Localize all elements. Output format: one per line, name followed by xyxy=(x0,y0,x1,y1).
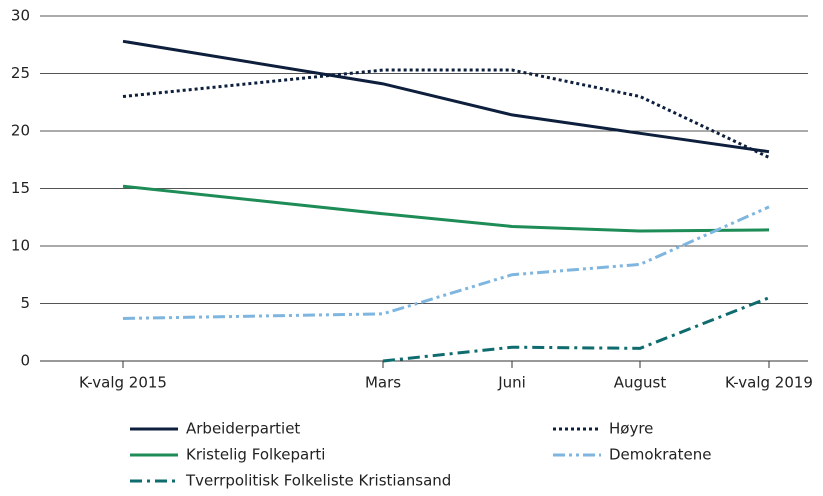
legend-label: Kristelig Folkeparti xyxy=(186,446,325,464)
legend-label: Arbeiderpartiet xyxy=(186,420,300,438)
series-line xyxy=(122,205,770,320)
x-tick-label: K-valg 2015 xyxy=(79,374,167,392)
y-tick-label: 20 xyxy=(11,122,30,140)
y-tick-label: 5 xyxy=(20,294,30,312)
series-line xyxy=(122,39,770,154)
legend-label: Demokratene xyxy=(609,446,711,464)
x-tick-label: K-valg 2019 xyxy=(725,374,813,392)
y-tick-label: 15 xyxy=(11,179,30,197)
series-line xyxy=(382,296,770,363)
y-tick-label: 30 xyxy=(11,7,30,25)
legend-label: Tverrpolitisk Folkeliste Kristiansand xyxy=(185,472,451,490)
y-tick-label: 0 xyxy=(20,352,30,370)
x-tick-label: Juni xyxy=(497,374,526,392)
x-tick-label: August xyxy=(614,374,667,392)
legend-label: Høyre xyxy=(609,420,653,438)
y-tick-label: 10 xyxy=(11,237,30,255)
series-line xyxy=(122,184,770,233)
x-tick-label: Mars xyxy=(365,374,401,392)
series-line xyxy=(122,68,770,159)
y-tick-label: 25 xyxy=(11,64,30,82)
